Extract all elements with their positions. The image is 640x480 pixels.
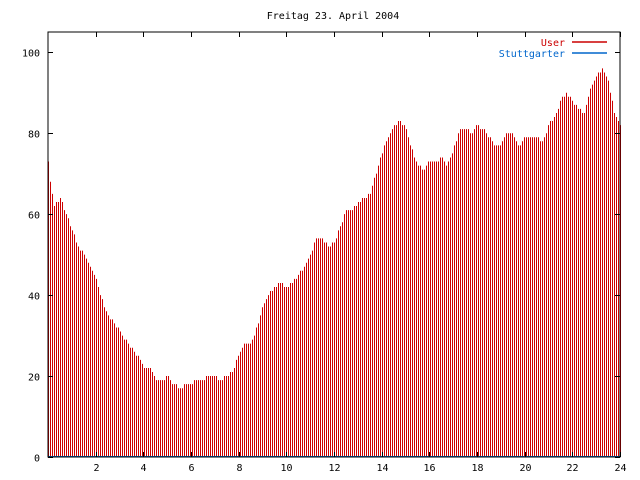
y-tick-label: 80 — [28, 130, 40, 141]
y-tick-label: 20 — [28, 373, 40, 384]
y-axis: 0 20 40 60 80 100 — [22, 49, 620, 465]
x-tick-label: 24 — [614, 463, 626, 474]
x-tick-label: 20 — [519, 463, 531, 474]
x-axis: 2 4 6 8 10 12 14 16 18 20 22 24 — [93, 32, 627, 474]
x-tick-label: 12 — [328, 463, 340, 474]
x-tick-label: 8 — [236, 463, 242, 474]
y-tick-label: 100 — [22, 49, 40, 60]
legend-entry-stuttgarter: Stuttgarter — [499, 49, 607, 60]
legend-entry-user: User — [541, 38, 607, 49]
x-tick-label: 10 — [280, 463, 292, 474]
x-tick-label: 6 — [188, 463, 194, 474]
x-tick-label: 4 — [140, 463, 146, 474]
chart-title: Freitag 23. April 2004 — [267, 11, 399, 22]
y-tick-label: 40 — [28, 292, 40, 303]
x-tick-label: 22 — [566, 463, 578, 474]
legend-label-user: User — [541, 38, 565, 49]
x-tick-label: 18 — [471, 463, 483, 474]
x-tick-label: 16 — [423, 463, 435, 474]
y-tick-label: 60 — [28, 211, 40, 222]
x-tick-label: 14 — [376, 463, 388, 474]
legend: User Stuttgarter — [499, 38, 607, 60]
y-tick-label: 0 — [34, 454, 40, 465]
user-bars — [48, 68, 621, 457]
legend-label-stuttgarter: Stuttgarter — [499, 49, 565, 60]
x-tick-label: 2 — [93, 463, 99, 474]
